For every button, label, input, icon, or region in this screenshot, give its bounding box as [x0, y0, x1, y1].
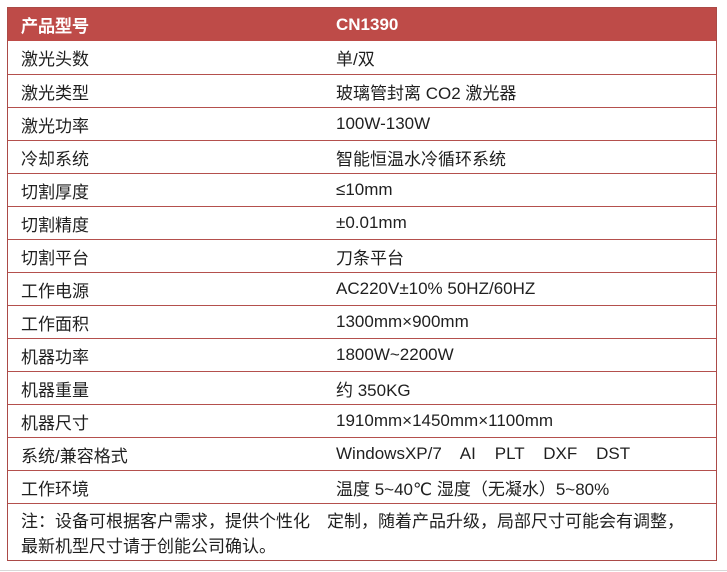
table-row: 工作电源 AC220V±10% 50HZ/60HZ — [8, 272, 716, 305]
table-row: 切割厚度 ≤10mm — [8, 173, 716, 206]
spec-label: 切割厚度 — [21, 182, 89, 202]
table-row: 系统/兼容格式 WindowsXP/7 AI PLT DXF DST — [8, 437, 716, 470]
table-row: 机器功率 1800W~2200W — [8, 338, 716, 371]
spec-value: ±0.01mm — [336, 213, 407, 232]
spec-label: 冷却系统 — [21, 149, 89, 169]
table-row: 激光功率 100W-130W — [8, 107, 716, 140]
spec-label: 激光功率 — [21, 116, 89, 136]
spec-rows: 激光头数 单/双 激光类型 玻璃管封离 CO2 激光器 激光功率 100W-13… — [8, 41, 716, 503]
spec-value: 1910mm×1450mm×1100mm — [336, 411, 554, 430]
spec-label: 切割平台 — [21, 248, 89, 268]
spec-value: 刀条平台 — [336, 248, 404, 268]
spec-value: WindowsXP/7 AI PLT DXF DST — [336, 444, 631, 463]
spec-label: 机器重量 — [21, 380, 89, 400]
table-row: 机器重量 约 350KG — [8, 371, 716, 404]
spec-label: 机器尺寸 — [21, 413, 89, 433]
spec-value: 100W-130W — [336, 114, 431, 133]
spec-value: 1300mm×900mm — [336, 312, 469, 331]
header-product-model-value: CN1390 — [336, 14, 399, 34]
header-product-model-label: 产品型号 — [21, 17, 89, 36]
table-row: 激光类型 玻璃管封离 CO2 激光器 — [8, 74, 716, 107]
spec-label: 切割精度 — [21, 215, 89, 235]
table-row: 机器尺寸 1910mm×1450mm×1100mm — [8, 404, 716, 437]
table-row: 激光头数 单/双 — [8, 41, 716, 74]
spec-value: 智能恒温水冷循环系统 — [336, 149, 506, 169]
spec-value: 单/双 — [336, 50, 375, 69]
spec-label: 系统/兼容格式 — [21, 446, 128, 466]
spec-label: 工作环境 — [21, 479, 89, 499]
spec-label: 激光头数 — [21, 50, 89, 69]
spec-value: 玻璃管封离 CO2 激光器 — [336, 83, 517, 103]
spec-label: 激光类型 — [21, 83, 89, 103]
spec-value: ≤10mm — [336, 180, 393, 199]
note-row: 注：设备可根据客户需求，提供个性化 定制，随着产品升级，局部尺寸可能会有调整， … — [8, 503, 716, 560]
table-row: 冷却系统 智能恒温水冷循环系统 — [8, 140, 716, 173]
spec-label: 工作电源 — [21, 281, 89, 301]
note-line-1: 注：设备可根据客户需求，提供个性化 定制，随着产品升级，局部尺寸可能会有调整， — [21, 512, 684, 531]
table-header-row: 产品型号 CN1390 — [8, 8, 716, 41]
spec-value: AC220V±10% 50HZ/60HZ — [336, 279, 536, 298]
table-row: 工作面积 1300mm×900mm — [8, 305, 716, 338]
table-row: 切割精度 ±0.01mm — [8, 206, 716, 239]
spec-value: 温度 5~40℃ 湿度（无凝水）5~80% — [336, 479, 610, 499]
spec-value: 约 350KG — [336, 380, 411, 400]
spec-label: 机器功率 — [21, 347, 89, 367]
spec-table: 产品型号 CN1390 激光头数 单/双 激光类型 玻璃管封离 CO2 激光器 … — [7, 7, 717, 561]
spec-label: 工作面积 — [21, 314, 89, 334]
table-row: 切割平台 刀条平台 — [8, 239, 716, 272]
note-line-2: 最新机型尺寸请于创能公司确认。 — [21, 537, 276, 556]
spec-value: 1800W~2200W — [336, 345, 454, 364]
table-row: 工作环境 温度 5~40℃ 湿度（无凝水）5~80% — [8, 470, 716, 503]
bottom-divider — [0, 570, 727, 571]
